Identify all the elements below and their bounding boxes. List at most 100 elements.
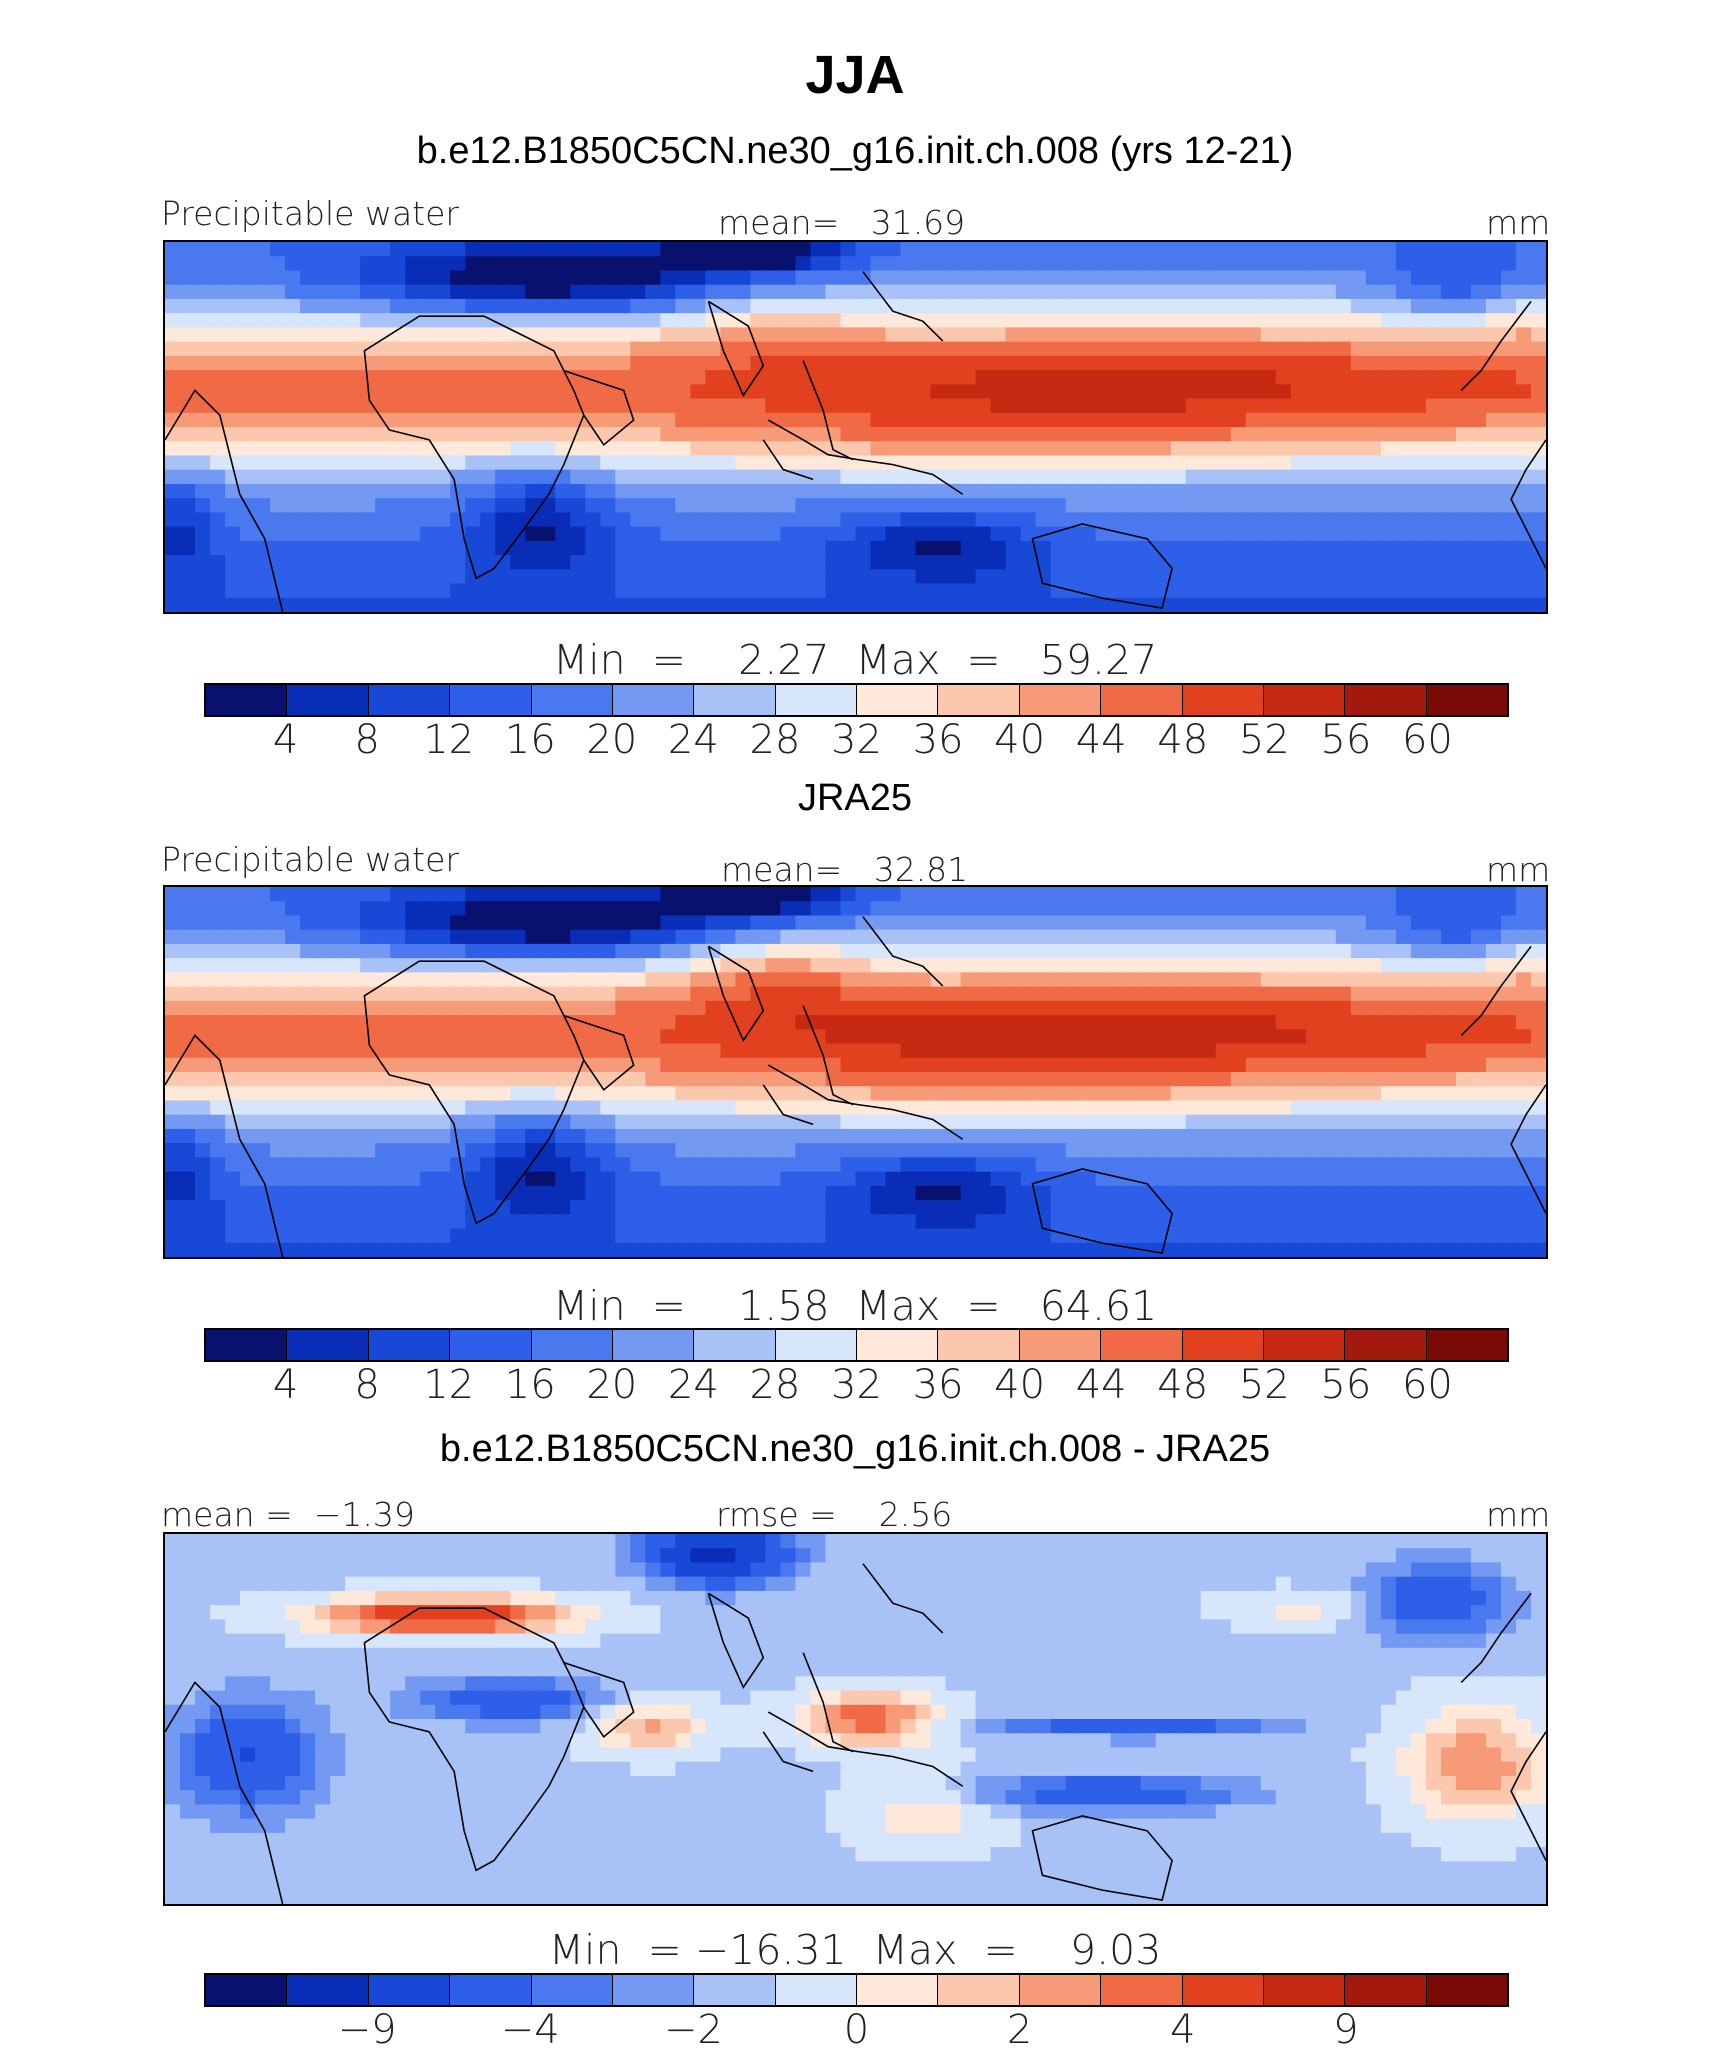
field-cell <box>1380 412 1397 428</box>
field-cell <box>1380 1057 1397 1073</box>
field-cell <box>375 498 391 513</box>
field-cell <box>975 972 992 988</box>
field-cell <box>1455 498 1472 513</box>
field-cell <box>1260 298 1277 314</box>
field-cell <box>600 540 616 556</box>
field-cell <box>465 1100 481 1116</box>
field-cell <box>1320 1128 1337 1144</box>
field-cell <box>1320 1086 1337 1102</box>
field-cell <box>1170 583 1187 599</box>
field-cell <box>1215 1171 1232 1187</box>
field-cell <box>825 1100 842 1116</box>
field-cell <box>1320 526 1337 542</box>
field-cell <box>1380 242 1397 257</box>
field-cell <box>165 398 181 414</box>
field-cell <box>285 1228 301 1244</box>
field-cell <box>1200 597 1217 612</box>
field-cell <box>540 1029 556 1045</box>
field-cell <box>1515 597 1532 612</box>
field-cell <box>675 455 691 471</box>
field-cell <box>645 583 661 599</box>
field-cell <box>690 526 706 542</box>
field-cell <box>1035 313 1052 328</box>
field-cell <box>315 1015 331 1030</box>
field-cell <box>915 597 932 612</box>
field-cell <box>390 1015 406 1030</box>
field-cell <box>1185 1228 1202 1244</box>
field-cell <box>1185 1029 1202 1045</box>
field-cell <box>435 943 451 959</box>
field-cell <box>1530 1242 1546 1257</box>
field-cell <box>1035 929 1052 945</box>
field-cell <box>525 1143 541 1158</box>
field-cell <box>645 1015 661 1030</box>
field-cell <box>495 384 511 400</box>
field-cell <box>225 569 241 585</box>
field-cell <box>1050 498 1067 513</box>
field-cell <box>210 1171 226 1187</box>
field-cell <box>1095 569 1112 585</box>
field-cell <box>645 540 661 556</box>
field-cell <box>1200 313 1217 328</box>
field-cell <box>840 284 857 300</box>
field-cell <box>330 455 346 471</box>
field-cell <box>1350 483 1367 499</box>
field-cell <box>1320 1171 1337 1187</box>
field-cell <box>300 901 316 917</box>
field-cell <box>900 1043 917 1059</box>
field-cell <box>1305 398 1322 414</box>
field-cell <box>660 242 676 257</box>
field-cell <box>1140 284 1157 300</box>
field-cell <box>240 597 256 612</box>
field-cell <box>615 887 631 902</box>
field-cell <box>1215 1029 1232 1045</box>
field-cell <box>1365 441 1382 457</box>
field-cell <box>450 1185 466 1201</box>
field-cell <box>750 427 767 442</box>
field-cell <box>1410 455 1427 471</box>
field-cell <box>1035 887 1052 902</box>
field-cell <box>855 986 872 1002</box>
field-cell <box>1380 469 1397 485</box>
field-cell <box>855 327 872 343</box>
field-cell <box>810 284 827 300</box>
field-cell <box>795 298 812 314</box>
field-cell <box>255 384 271 400</box>
field-cell <box>1125 1043 1142 1059</box>
field-cell <box>840 972 857 988</box>
field-cell <box>930 555 947 570</box>
field-cell <box>300 270 316 286</box>
field-cell <box>510 569 526 585</box>
field-cell <box>1305 242 1322 257</box>
field-cell <box>1320 1200 1337 1215</box>
field-cell <box>690 1242 706 1257</box>
field-cell <box>225 370 241 385</box>
field-cell <box>795 441 812 457</box>
field-cell <box>1155 1185 1172 1201</box>
field-cell <box>1230 427 1247 442</box>
field-cell <box>735 355 752 371</box>
coastline <box>1510 1084 1546 1214</box>
field-cell <box>165 943 181 959</box>
field-cell <box>1080 1214 1097 1230</box>
field-cell <box>1170 1015 1187 1030</box>
field-cell <box>1500 355 1517 371</box>
field-cell <box>315 597 331 612</box>
field-cell <box>405 1029 421 1045</box>
field-cell <box>480 341 496 357</box>
field-cell <box>705 569 721 585</box>
field-cell <box>360 887 376 902</box>
field-cell <box>690 1171 706 1187</box>
field-cell <box>975 1114 992 1130</box>
field-cell <box>1095 270 1112 286</box>
field-cell <box>315 1214 331 1230</box>
field-cell <box>165 929 181 945</box>
field-cell <box>660 972 676 988</box>
field-cell <box>765 398 782 414</box>
field-cell <box>1125 929 1142 945</box>
field-cell <box>1215 1100 1232 1116</box>
field-cell <box>165 498 181 513</box>
field-cell <box>1245 284 1262 300</box>
field-cell <box>420 498 436 513</box>
field-cell <box>1305 483 1322 499</box>
